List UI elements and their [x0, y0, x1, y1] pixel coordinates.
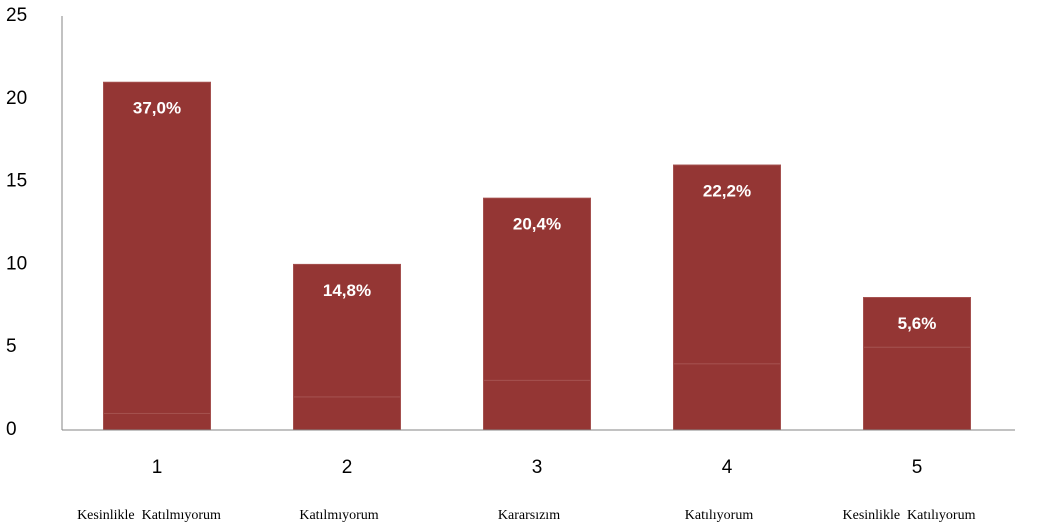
bar-annotation: 22,2% [703, 182, 751, 201]
y-tick-label: 15 [6, 171, 27, 192]
y-tick-label: 25 [6, 5, 27, 26]
category-description: Kesinlikle Katılıyorum [843, 508, 976, 523]
bar-annotation: 20,4% [513, 215, 561, 234]
category-description: Kesinlikle Katılmıyorum [77, 508, 221, 523]
y-tick-label: 20 [6, 88, 27, 109]
y-tick-label: 5 [6, 336, 17, 357]
x-tick-label: 2 [342, 457, 353, 478]
bar-segment [483, 379, 591, 431]
bar-segment [293, 396, 401, 431]
category-description: Katılmıyorum [299, 508, 378, 523]
bar-segment [103, 81, 211, 414]
bar-segment [103, 412, 211, 431]
category-description: Katılıyorum [685, 508, 754, 523]
bar-segment [863, 346, 971, 431]
y-tick-label: 0 [6, 419, 17, 440]
bar-segment [863, 297, 971, 348]
bar-segment [673, 363, 781, 431]
x-tick-label: 3 [532, 457, 543, 478]
bar-segment [293, 263, 401, 398]
x-tick-label: 5 [912, 457, 923, 478]
bar-annotation: 5,6% [898, 314, 937, 333]
x-tick-label: 4 [722, 457, 733, 478]
x-tick-label: 1 [152, 457, 163, 478]
bar-segment [673, 164, 781, 365]
bar-annotation: 14,8% [323, 281, 371, 300]
bar-segment [483, 197, 591, 381]
bar-annotation: 37,0% [133, 99, 181, 118]
category-description: Kararsızım [498, 508, 560, 523]
y-tick-label: 10 [6, 253, 27, 274]
